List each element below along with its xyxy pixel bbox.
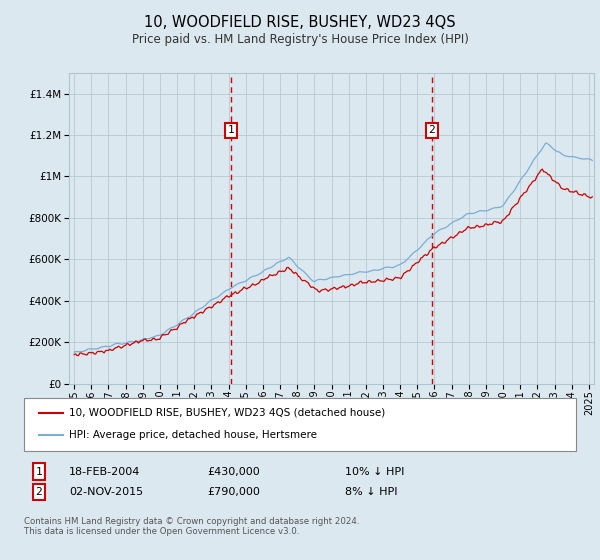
Text: 10, WOODFIELD RISE, BUSHEY, WD23 4QS: 10, WOODFIELD RISE, BUSHEY, WD23 4QS <box>144 15 456 30</box>
Text: Price paid vs. HM Land Registry's House Price Index (HPI): Price paid vs. HM Land Registry's House … <box>131 32 469 46</box>
Text: HPI: Average price, detached house, Hertsmere: HPI: Average price, detached house, Hert… <box>69 430 317 440</box>
Text: 10, WOODFIELD RISE, BUSHEY, WD23 4QS (detached house): 10, WOODFIELD RISE, BUSHEY, WD23 4QS (de… <box>69 408 385 418</box>
Text: 02-NOV-2015: 02-NOV-2015 <box>69 487 143 497</box>
Text: 8% ↓ HPI: 8% ↓ HPI <box>345 487 398 497</box>
Text: Contains HM Land Registry data © Crown copyright and database right 2024.
This d: Contains HM Land Registry data © Crown c… <box>24 517 359 536</box>
Text: £790,000: £790,000 <box>207 487 260 497</box>
Text: 10% ↓ HPI: 10% ↓ HPI <box>345 466 404 477</box>
Text: 2: 2 <box>428 125 435 136</box>
Text: 1: 1 <box>227 125 234 136</box>
Text: £430,000: £430,000 <box>207 466 260 477</box>
Text: 18-FEB-2004: 18-FEB-2004 <box>69 466 140 477</box>
Text: 1: 1 <box>35 466 43 477</box>
Text: 2: 2 <box>35 487 43 497</box>
